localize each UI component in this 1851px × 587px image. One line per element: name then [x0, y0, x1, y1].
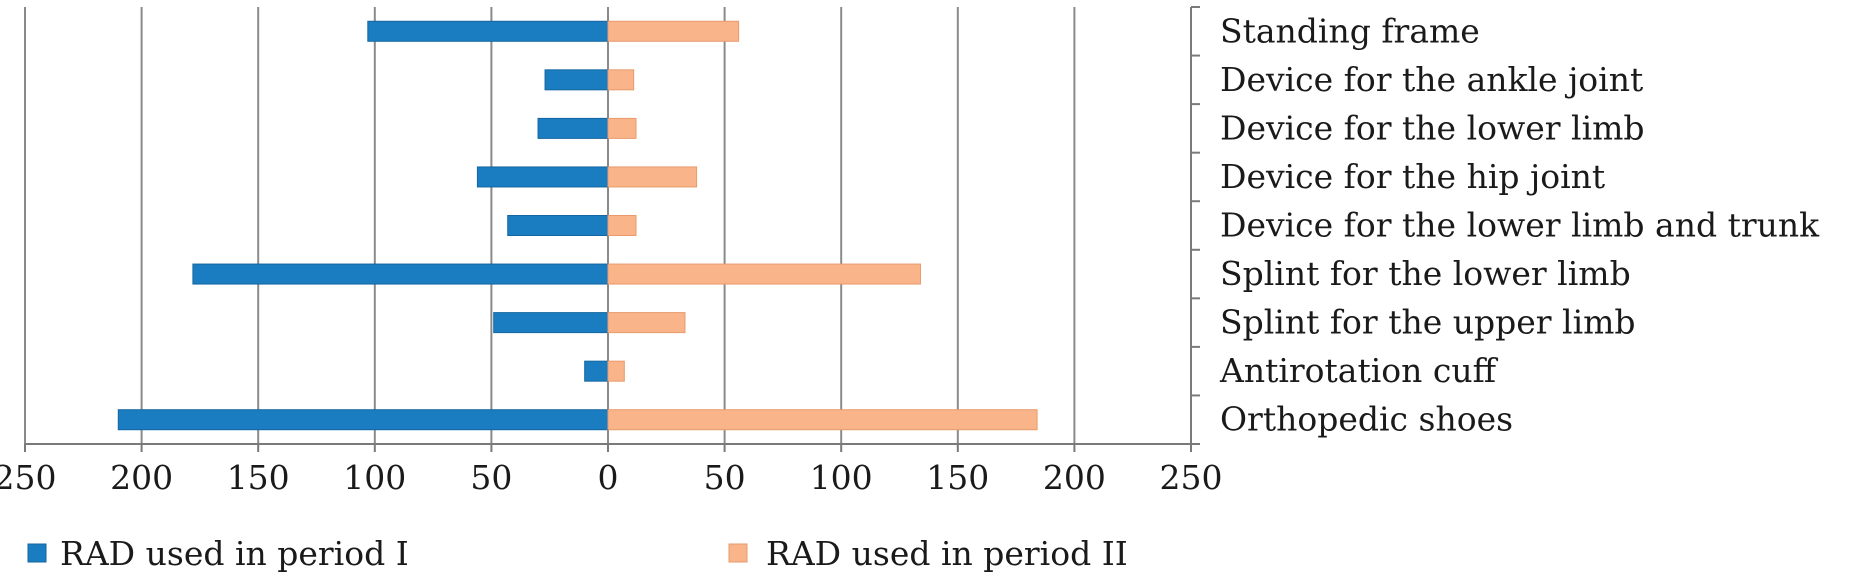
category-label-0: Standing frame: [1220, 11, 1480, 50]
x-tick-label-3: 100: [343, 458, 406, 497]
legend-label-1: RAD used in period I: [60, 534, 409, 573]
bar-period-1-0: [367, 20, 609, 42]
legend-label-2: RAD used in period II: [766, 534, 1128, 573]
x-tick-label-8: 150: [926, 458, 989, 497]
bar-period-2-1: [607, 69, 635, 91]
bar-period-2-7: [607, 360, 625, 382]
category-label-1: Device for the ankle joint: [1220, 60, 1643, 99]
category-label-4: Device for the lower limb and trunk: [1220, 206, 1820, 245]
category-label-8: Orthopedic shoes: [1220, 400, 1513, 439]
bar-period-2-2: [607, 117, 637, 139]
bar-period-2-4: [607, 215, 637, 236]
x-tick-label-0: 250: [0, 458, 57, 497]
bar-period-1-6: [493, 312, 609, 334]
bar-period-1-4: [507, 215, 609, 236]
category-label-2: Device for the lower limb: [1220, 108, 1645, 147]
category-label-7: Antirotation cuff: [1219, 351, 1499, 390]
x-tick-label-2: 150: [227, 458, 290, 497]
bar-period-1-5: [192, 263, 609, 285]
axes: [24, 6, 1200, 452]
category-label-5: Splint for the lower limb: [1220, 254, 1631, 293]
legend-swatch-1: [27, 543, 47, 563]
x-tick-label-6: 50: [704, 458, 746, 497]
bar-period-2-6: [607, 312, 686, 334]
bars: [117, 20, 1038, 431]
bar-period-2-8: [607, 409, 1038, 431]
bar-period-1-8: [117, 409, 609, 431]
legend-swatch-2: [728, 543, 748, 563]
x-tick-label-5: 0: [598, 458, 619, 497]
x-tick-labels: 250 200 150 100 50 0 50 100 150 200 250: [0, 458, 1223, 497]
bar-period-2-3: [607, 166, 698, 188]
category-label-6: Splint for the upper limb: [1220, 303, 1636, 342]
category-label-3: Device for the hip joint: [1220, 157, 1605, 196]
bar-period-1-2: [537, 117, 609, 139]
category-labels: Standing frame Device for the ankle joint…: [1219, 11, 1820, 438]
x-tick-label-10: 250: [1160, 458, 1223, 497]
bar-period-2-5: [607, 263, 921, 285]
x-tick-label-9: 200: [1043, 458, 1106, 497]
x-tick-label-4: 50: [470, 458, 512, 497]
legend: RAD used in period I RAD used in period I…: [27, 534, 1128, 573]
x-tick-label-7: 100: [810, 458, 873, 497]
bar-period-1-3: [476, 166, 609, 188]
bar-period-2-0: [607, 20, 740, 42]
bar-period-1-1: [544, 69, 609, 91]
x-tick-label-1: 200: [110, 458, 173, 497]
bar-period-1-7: [584, 360, 609, 382]
